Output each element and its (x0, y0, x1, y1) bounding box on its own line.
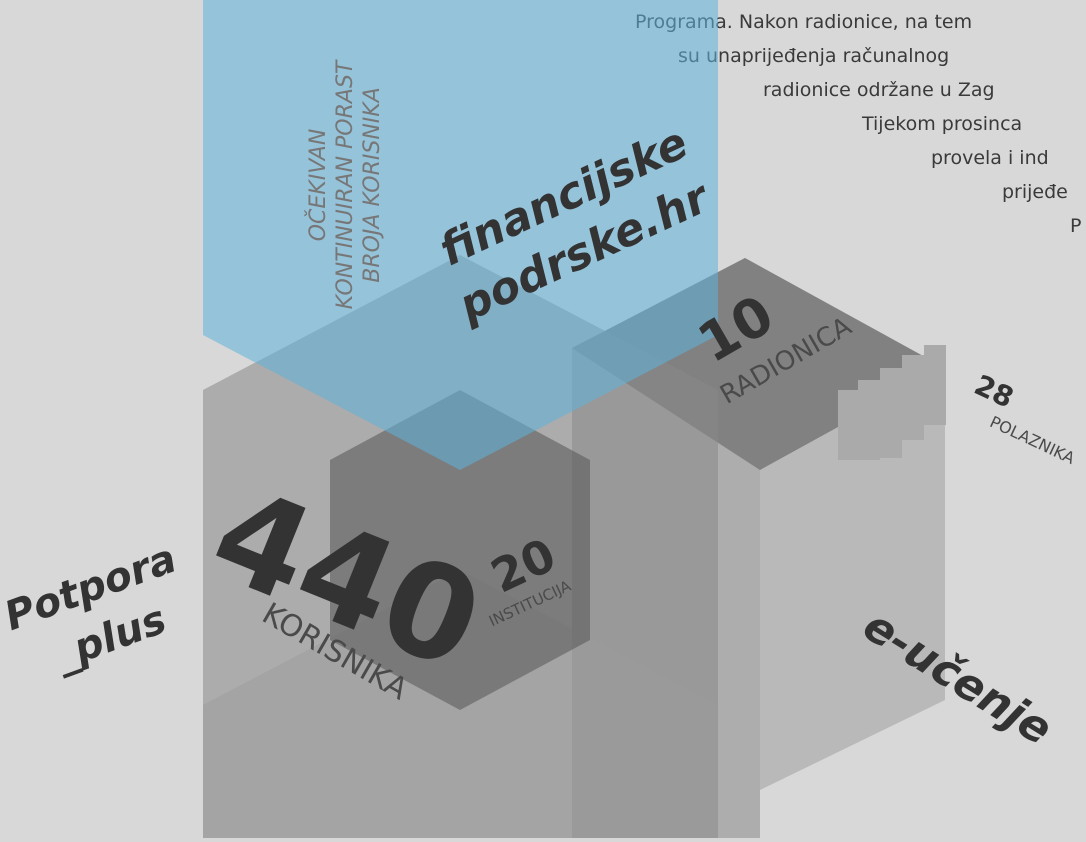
paragraph-line: prijeđe (1002, 181, 1068, 203)
note-line: BROJA KORISNIKA (360, 87, 385, 283)
paragraph-line: provela i ind (931, 147, 1049, 169)
paragraph-line: radionice održane u Zag (763, 79, 995, 101)
paragraph-line: Tijekom prosinca (861, 113, 1022, 135)
number-label: POLAZNIKA (987, 412, 1078, 468)
paragraph-line: su unaprijeđenja računalnog (678, 45, 949, 67)
note-line: OČEKIVAN (305, 129, 331, 242)
note-line: KONTINUIRAN PORAST (333, 59, 358, 309)
paragraph-line: P (1070, 215, 1081, 237)
infographic: Programa. Nakon radionice, na tem su una… (0, 0, 1086, 838)
big-number: 28 (969, 368, 1018, 414)
